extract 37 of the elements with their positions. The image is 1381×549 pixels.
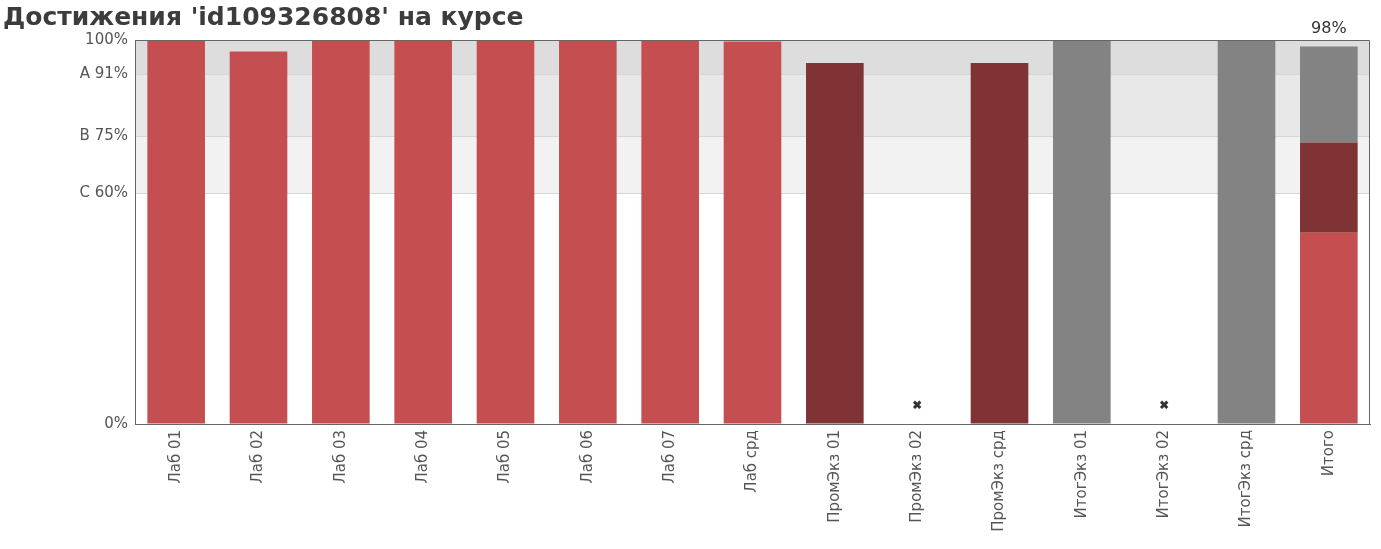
x-tick-label: Лаб 06 [577,430,596,484]
x-tick-label: ПромЭкз срд [989,430,1008,532]
bar [723,41,782,424]
y-tick-label: 100% [85,29,128,48]
x-tick-label: Лаб 03 [330,430,349,484]
bar [312,40,370,424]
bar [229,51,288,424]
x-tick-label: ИтогЭкз 02 [1154,430,1173,519]
y-tick-label: A 91% [79,64,128,83]
bar [1300,232,1358,424]
bar [559,40,617,424]
bar [641,40,699,424]
bar [476,40,535,424]
bar [806,63,864,424]
bar [394,40,452,424]
x-tick-label: ИтогЭкз 01 [1071,430,1090,519]
bar [1053,40,1111,424]
bar [1300,142,1358,233]
bar [147,40,205,424]
chart-title: Достижения 'id109326808' на курсе [3,1,524,32]
x-tick-label: ИтогЭкз срд [1236,430,1255,528]
x-tick-label: ПромЭкз 02 [907,430,926,523]
x-tick-label: Лаб 05 [495,430,514,484]
x-tick-label: Лаб 04 [413,430,432,484]
x-tick-label: Лаб 01 [166,430,185,484]
bar [1300,46,1358,143]
x-tick-label: Лаб 02 [248,430,267,484]
x-tick-label: Итого [1318,430,1337,477]
y-tick-label: C 60% [79,183,128,202]
bar [970,63,1029,424]
x-tick-label: ПромЭкз 01 [824,430,843,523]
y-tick-label: B 75% [79,125,128,144]
y-tick-label: 0% [104,413,128,432]
x-tick-label: Лаб 07 [660,430,679,484]
total-label: 98% [1311,18,1347,38]
bar [1217,40,1276,424]
x-tick-label: Лаб срд [742,430,761,493]
